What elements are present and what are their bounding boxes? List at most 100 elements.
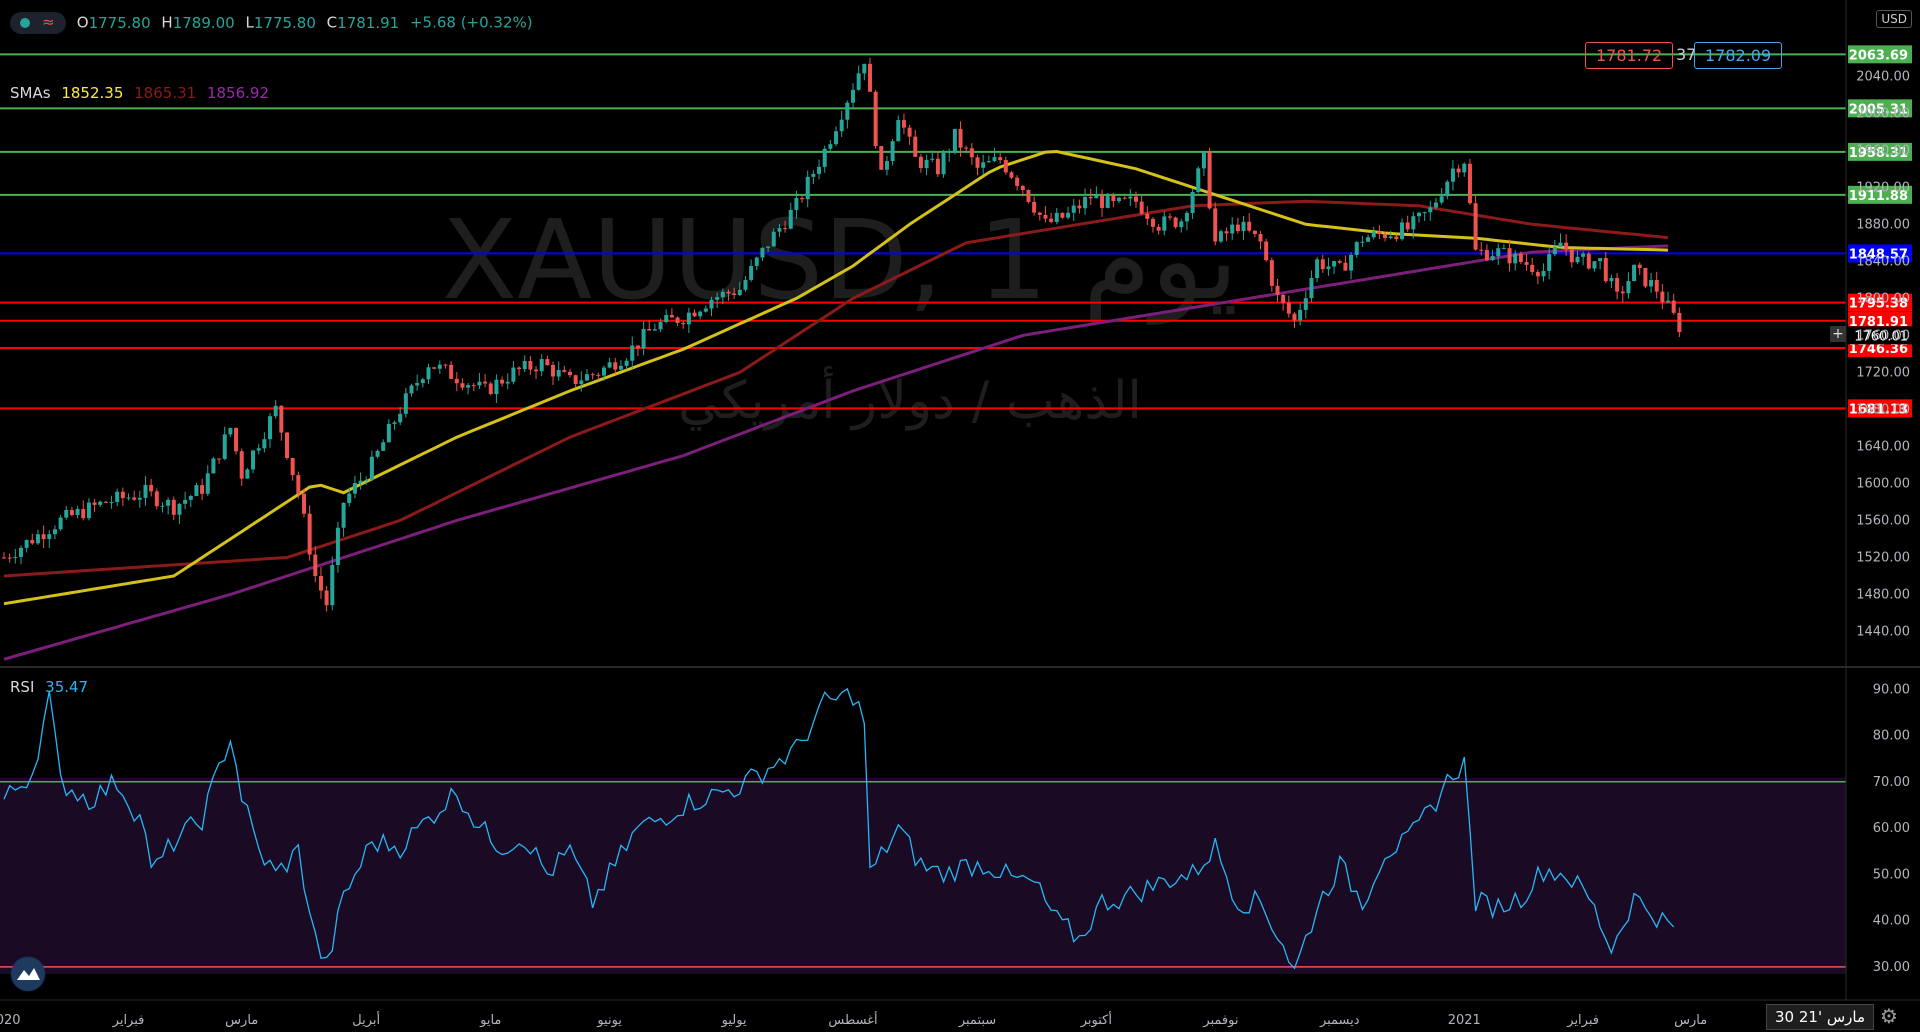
- candle-body: [460, 383, 465, 388]
- candle-body: [551, 365, 556, 377]
- candle-body: [69, 510, 74, 516]
- smas-legend[interactable]: SMAs 1852.35 1865.31 1856.92: [10, 84, 269, 102]
- price-tick: 2040.00: [1856, 69, 1910, 84]
- price-tick: 1840.00: [1856, 254, 1910, 269]
- candle-body: [534, 369, 539, 372]
- candle-body: [584, 374, 589, 381]
- candle-body: [737, 289, 742, 296]
- candle-body: [296, 475, 301, 494]
- candle-body: [1564, 242, 1569, 250]
- candle-body: [986, 161, 991, 163]
- candle-body: [930, 158, 935, 160]
- candle-body: [1332, 261, 1337, 267]
- currency-button[interactable]: USD: [1876, 10, 1912, 28]
- symbol-status-pill[interactable]: ≈: [10, 12, 66, 34]
- candle-body: [618, 365, 623, 370]
- candle-body: [647, 328, 652, 331]
- level-label: 2063.69: [1849, 48, 1908, 63]
- rsi-band: [0, 778, 1846, 974]
- candle-body: [1603, 258, 1608, 282]
- sma_mid-line: [3, 199, 1669, 578]
- candle-body: [132, 497, 137, 500]
- candle-body: [143, 484, 148, 498]
- candle-body: [522, 360, 527, 370]
- rsi-legend[interactable]: RSI 35.47: [10, 678, 88, 696]
- level-tag: [1848, 185, 1912, 204]
- candle-body: [601, 367, 606, 376]
- candle-body: [1003, 160, 1008, 173]
- candle-body: [120, 491, 125, 499]
- candle-body: [454, 378, 459, 384]
- candle-body: [766, 246, 771, 248]
- candle-body: [347, 493, 352, 503]
- candle-body: [805, 176, 810, 200]
- candle-body: [652, 329, 657, 331]
- candle-body: [1609, 278, 1614, 282]
- candle-body: [171, 499, 176, 515]
- candle-body: [188, 495, 193, 500]
- candle-body: [1541, 270, 1546, 277]
- candle-body: [1354, 242, 1359, 255]
- candle-body: [92, 502, 97, 505]
- candle-body: [494, 379, 499, 395]
- candle-body: [13, 557, 18, 559]
- price-tick: 2000.00: [1856, 106, 1910, 121]
- level-tag: [1848, 293, 1912, 312]
- time-tick: فبراير: [1566, 1013, 1599, 1028]
- candle-body: [1450, 168, 1455, 182]
- tradingview-logo[interactable]: [10, 956, 46, 992]
- candle-body: [30, 540, 35, 544]
- candle-body: [1201, 151, 1206, 169]
- bid-price[interactable]: 1781.72: [1585, 42, 1674, 69]
- candle-body: [579, 380, 584, 385]
- candle-body: [1586, 253, 1591, 269]
- candle-body: [1456, 168, 1461, 173]
- plus-icon[interactable]: +: [1830, 326, 1846, 342]
- candle-body: [290, 457, 295, 476]
- price-tick: 1600.00: [1856, 476, 1910, 491]
- candle-body: [1411, 216, 1416, 230]
- price-tick: 1520.00: [1856, 550, 1910, 565]
- candle-body: [1320, 259, 1325, 270]
- candle-body: [1218, 231, 1223, 242]
- candle-body: [1349, 254, 1354, 271]
- sma1-value: 1852.35: [61, 84, 124, 102]
- time-tick: أغسطس: [828, 1011, 877, 1028]
- candle-body: [466, 385, 471, 388]
- candle-body: [1507, 248, 1512, 264]
- candle-body: [420, 379, 425, 384]
- candle-body: [539, 359, 544, 372]
- candle-body: [1643, 267, 1648, 287]
- candle-body: [1275, 285, 1280, 295]
- candle-body: [75, 508, 80, 516]
- wave-icon: ≈: [42, 13, 55, 31]
- candle-body: [1298, 309, 1303, 321]
- candle-body: [743, 279, 748, 290]
- candle-body: [285, 432, 289, 458]
- candle-body: [1569, 249, 1574, 263]
- candle-body: [952, 128, 957, 152]
- candle-body: [709, 299, 714, 309]
- candle-body: [1371, 231, 1376, 238]
- time-tick: 2021: [1448, 1013, 1481, 1028]
- candle-body: [1581, 253, 1586, 257]
- candle-body: [624, 360, 629, 366]
- candle-body: [1190, 192, 1195, 213]
- candle-body: [1071, 205, 1076, 213]
- time-tick: ديسمبر: [1319, 1013, 1360, 1028]
- candle-body: [205, 473, 210, 494]
- gear-icon[interactable]: ⚙: [1880, 1004, 1898, 1028]
- candle-body: [1207, 151, 1212, 209]
- candle-body: [268, 416, 273, 440]
- candle-body: [1660, 291, 1665, 303]
- candle-body: [307, 513, 312, 555]
- candle-body: [505, 381, 510, 384]
- candle-body: [443, 364, 448, 366]
- candle-body: [568, 371, 572, 376]
- candle-body: [426, 367, 431, 380]
- candle-body: [1524, 262, 1529, 265]
- rsi-tick: 70.00: [1873, 775, 1910, 790]
- candle-body: [1479, 249, 1484, 251]
- ask-price[interactable]: 1782.09: [1694, 42, 1783, 69]
